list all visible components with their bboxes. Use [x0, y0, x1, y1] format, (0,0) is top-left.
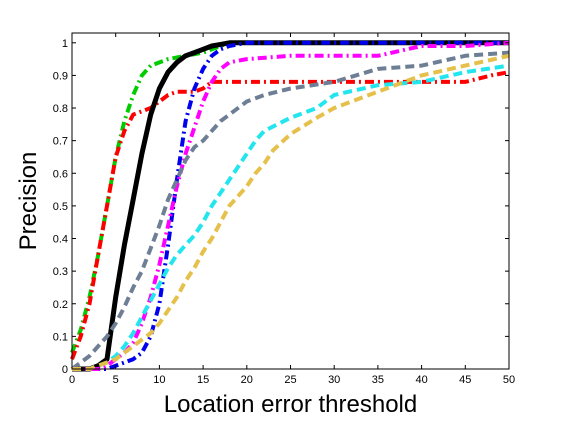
y-tick-label: 0.4 — [53, 234, 68, 246]
y-tick-label: 0.9 — [53, 70, 68, 82]
x-tick-label: 30 — [328, 374, 340, 386]
x-tick-label: 20 — [241, 374, 253, 386]
y-tick-label: 1 — [62, 38, 68, 50]
y-tick-label: 0.6 — [53, 168, 68, 180]
series-line-6 — [70, 50, 510, 371]
series-line-7 — [72, 63, 510, 371]
series-line-8 — [72, 53, 510, 371]
y-tick-label: 0.7 — [53, 136, 68, 148]
series-line-2 — [70, 70, 510, 360]
x-tick-label: 15 — [197, 374, 209, 386]
x-tick-label: 0 — [69, 374, 75, 386]
y-axis-label: Precision — [15, 152, 42, 251]
x-tick-label: 35 — [372, 374, 384, 386]
x-tick-label: 5 — [113, 374, 119, 386]
x-tick-label: 10 — [153, 374, 165, 386]
y-tick-label: 0 — [62, 364, 68, 376]
y-tick-label: 0.8 — [53, 103, 68, 115]
y-tick-label: 0.3 — [53, 266, 68, 278]
y-tick-label: 0.1 — [53, 331, 68, 343]
ticks-layer: 0 5 10 15 20 25 30 35 40 45 50 0 0.1 0.2 0.3 0.4 0.5 0.6 0… — [53, 33, 515, 386]
x-axis-label: Location error threshold — [164, 391, 417, 418]
x-tick-label: 45 — [459, 374, 471, 386]
x-tick-label: 40 — [415, 374, 427, 386]
series-layer — [70, 40, 510, 372]
y-tick-label: 0.5 — [53, 201, 68, 213]
x-tick-label: 50 — [503, 374, 515, 386]
series-line-3 — [72, 40, 509, 372]
series-line-4 — [72, 40, 509, 371]
x-tick-label: 25 — [284, 374, 296, 386]
series-line-5 — [72, 40, 510, 371]
y-tick-label: 0.2 — [53, 299, 68, 311]
